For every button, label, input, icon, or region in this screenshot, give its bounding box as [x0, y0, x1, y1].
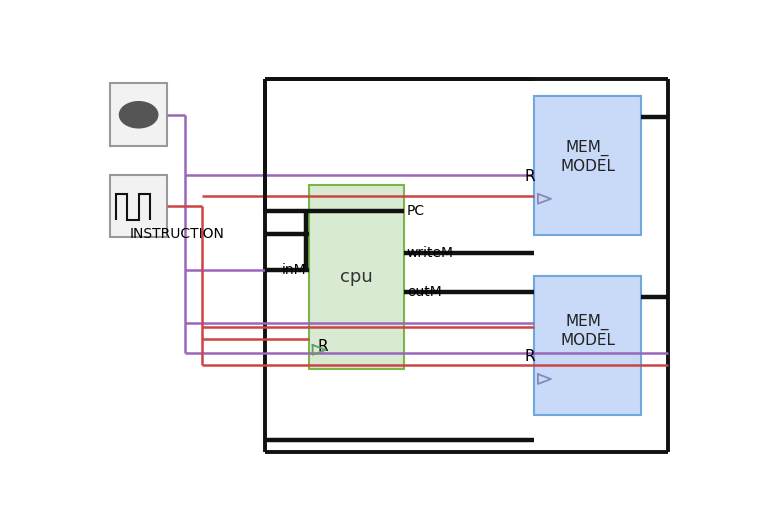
Text: INSTRUCTION: INSTRUCTION	[130, 227, 225, 241]
Text: MODEL: MODEL	[560, 159, 615, 174]
Bar	[110, 175, 167, 237]
Text: outM: outM	[407, 285, 441, 299]
Text: PC: PC	[407, 204, 425, 218]
Text: MEM_: MEM_	[566, 314, 610, 330]
Text: writeM: writeM	[407, 247, 454, 260]
Text: cpu: cpu	[340, 268, 373, 286]
Bar	[309, 185, 404, 369]
Text: MEM_: MEM_	[566, 140, 610, 156]
Circle shape	[119, 102, 158, 128]
Bar	[534, 276, 641, 416]
Text: inM: inM	[282, 262, 306, 277]
Text: MODEL: MODEL	[560, 333, 615, 348]
Text: R: R	[524, 349, 535, 365]
Bar	[110, 83, 167, 146]
Bar	[534, 96, 641, 235]
Text: R: R	[318, 339, 329, 354]
Text: R: R	[524, 169, 535, 184]
